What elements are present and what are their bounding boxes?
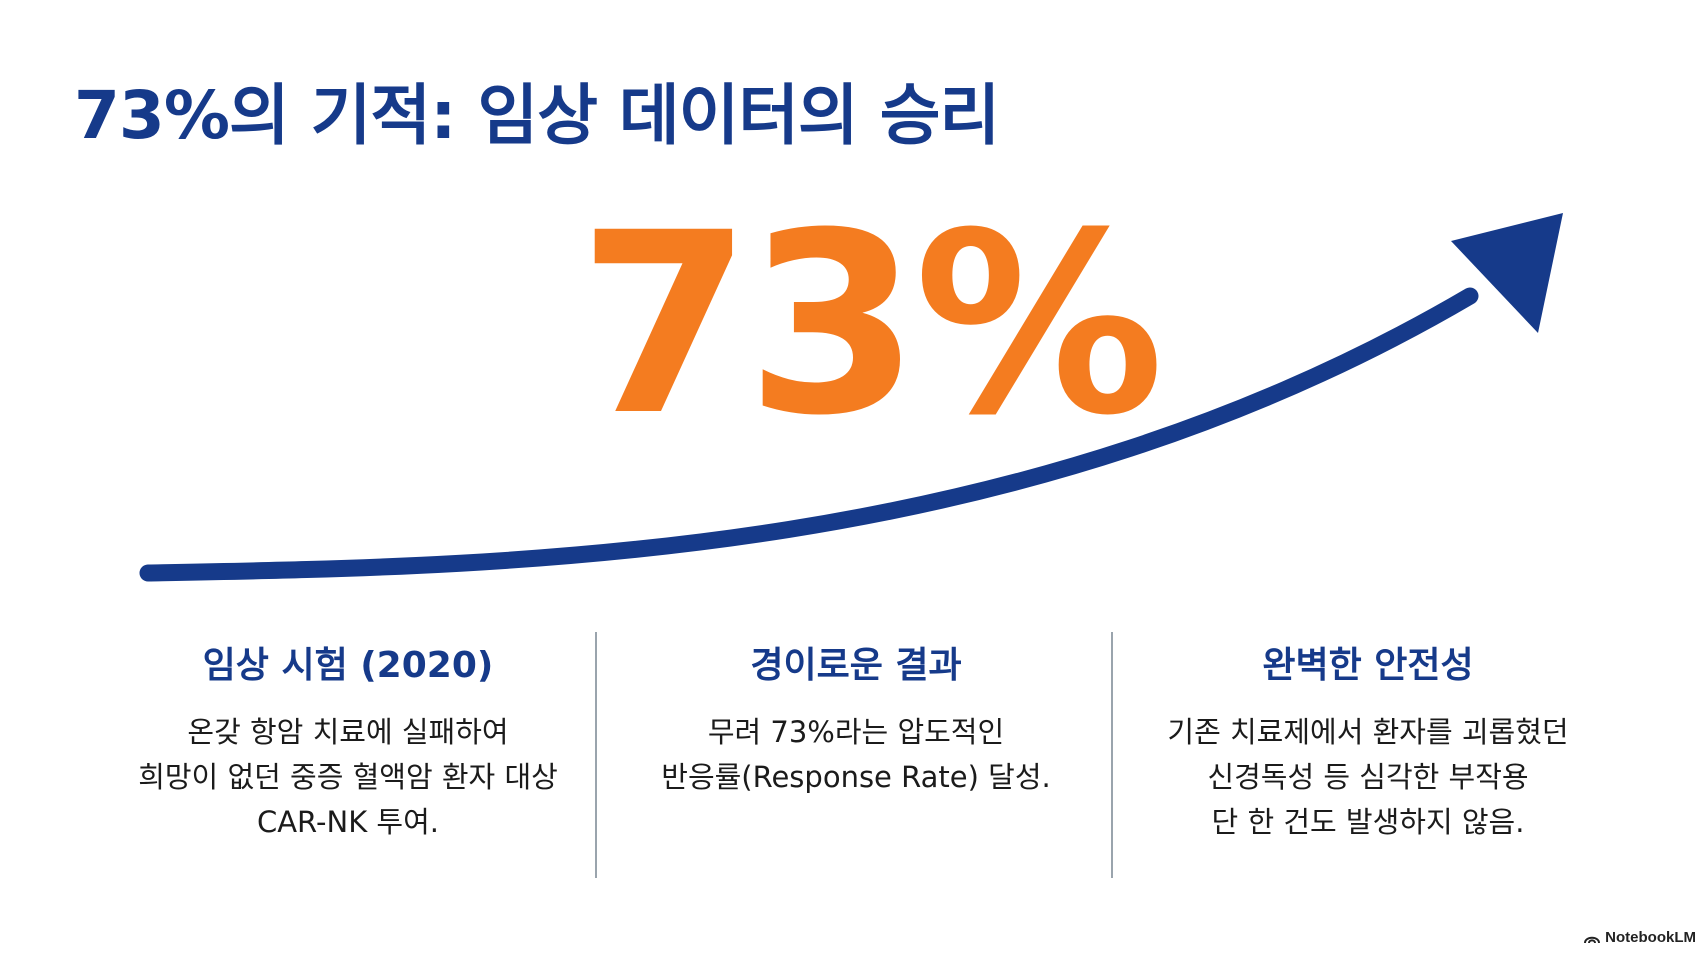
info-columns: 임상 시험 (2020) 온갖 항암 치료에 실패하여 희망이 없던 중증 혈액… <box>0 620 1706 880</box>
safety-column: 완벽한 안전성 기존 치료제에서 환자를 괴롭혔던 신경독성 등 심각한 부작용… <box>1108 620 1628 845</box>
column-line: 반응률(Response Rate) 달성. <box>661 760 1051 794</box>
column-body: 기존 치료제에서 환자를 괴롭혔던 신경독성 등 심각한 부작용 단 한 건도 … <box>1108 710 1628 845</box>
notebooklm-brand: NotebookLM <box>1584 929 1696 946</box>
column-line: 단 한 건도 발생하지 않음. <box>1211 805 1525 839</box>
column-line: CAR-NK 투여. <box>256 805 440 839</box>
clinical-trial-column: 임상 시험 (2020) 온갖 항암 치료에 실패하여 희망이 없던 중증 혈액… <box>88 620 608 845</box>
column-line: 신경독성 등 심각한 부작용 <box>1207 760 1529 794</box>
column-title: 경이로운 결과 <box>750 645 962 686</box>
column-divider <box>595 632 597 878</box>
column-body: 온갖 항암 치료에 실패하여 희망이 없던 중증 혈액암 환자 대상 CAR-N… <box>88 710 608 845</box>
brand-label: NotebookLM <box>1605 929 1696 946</box>
column-divider <box>1111 632 1113 878</box>
notebooklm-logo-icon <box>1584 936 1601 943</box>
highlight-percentage: 73% <box>578 179 1164 470</box>
column-body: 무려 73%라는 압도적인 반응률(Response Rate) 달성. <box>596 710 1116 800</box>
column-line: 온갖 항암 치료에 실패하여 <box>187 715 509 749</box>
column-line: 무려 73%라는 압도적인 <box>707 715 1005 749</box>
column-title: 완벽한 안전성 <box>1262 645 1474 686</box>
column-title: 임상 시험 (2020) <box>202 645 494 686</box>
result-column: 경이로운 결과 무려 73%라는 압도적인 반응률(Response Rate)… <box>596 620 1116 800</box>
column-line: 희망이 없던 중증 혈액암 환자 대상 <box>138 760 558 794</box>
column-line: 기존 치료제에서 환자를 괴롭혔던 <box>1167 715 1569 749</box>
slide-title: 73%의 기적: 임상 데이터의 승리 <box>74 77 1000 154</box>
